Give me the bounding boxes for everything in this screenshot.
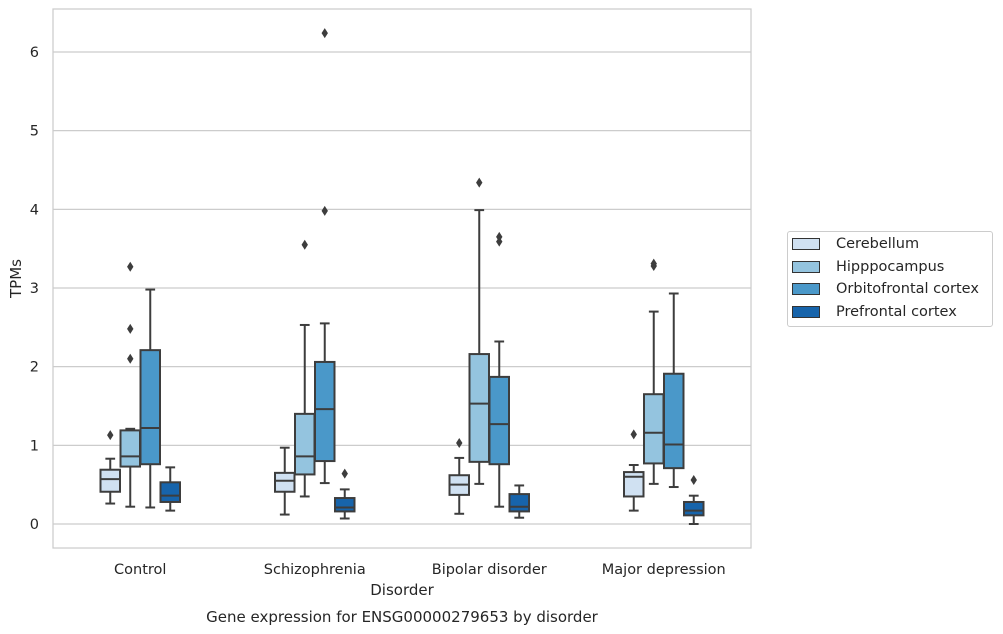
box-group	[314, 28, 336, 485]
outlier-point	[630, 429, 637, 440]
box-group	[683, 474, 705, 525]
outlier-point	[341, 468, 348, 479]
legend-label: Cerebellum	[836, 236, 920, 252]
box-group	[468, 177, 490, 485]
y-tick-labels: 0 1 2 3 4 5 6	[30, 45, 39, 533]
legend-label: Orbitofrontal cortex	[836, 281, 979, 298]
box-iqr	[663, 372, 685, 470]
outlier-point	[496, 231, 503, 242]
box-iqr	[294, 412, 316, 476]
outlier-point	[321, 28, 328, 39]
box-iqr	[99, 468, 121, 493]
legend-item: Hipppocampus	[792, 257, 944, 277]
x-tick-label: Control	[114, 562, 166, 578]
legend-swatch	[792, 260, 820, 273]
box-group	[488, 231, 510, 508]
box-iqr	[314, 360, 336, 463]
legend-item: Orbitofrontal cortex	[792, 279, 979, 299]
legend-swatch	[792, 238, 820, 250]
box-group	[159, 466, 181, 512]
box-iqr	[643, 393, 665, 465]
box-iqr	[468, 353, 490, 463]
x-tick-labels: Control Schizophrenia Bipolar disorder Majo…	[114, 562, 726, 578]
box-group	[663, 292, 685, 489]
legend-item: Prefrontal cortex	[792, 302, 957, 322]
outlier-point	[690, 474, 697, 485]
outlier-point	[127, 353, 134, 364]
box-iqr	[274, 471, 296, 493]
box-iqr	[683, 500, 705, 517]
outlier-point	[321, 205, 328, 216]
x-tick-label: Schizophrenia	[264, 562, 366, 578]
box-iqr	[334, 497, 356, 513]
y-tick-label: 4	[30, 202, 39, 218]
y-tick-label: 0	[30, 517, 39, 533]
outlier-point	[107, 430, 114, 441]
box-iqr	[508, 493, 530, 513]
box-series-layer	[99, 28, 705, 525]
y-tick-label: 2	[30, 360, 39, 376]
y-axis-label: TPMs	[7, 259, 25, 299]
outlier-point	[127, 323, 134, 334]
legend-swatch	[792, 305, 820, 318]
chart-title: Gene expression for ENSG00000279653 by d…	[206, 608, 599, 626]
legend-label: Hipppocampus	[836, 258, 945, 275]
x-axis-label: Disorder	[370, 581, 434, 599]
y-tick-label: 5	[30, 124, 39, 140]
box-group	[119, 261, 141, 508]
box-group	[274, 446, 296, 516]
legend-label: Prefrontal cortex	[836, 303, 957, 320]
box-iqr	[488, 375, 510, 466]
box-iqr	[139, 349, 161, 466]
outlier-point	[476, 177, 483, 188]
box-group	[508, 484, 530, 519]
box-iqr	[623, 471, 645, 498]
legend-swatch	[792, 283, 820, 296]
x-tick-label: Bipolar disorder	[432, 562, 547, 578]
box-group	[99, 430, 121, 505]
outlier-point	[650, 258, 657, 269]
y-tick-label: 6	[30, 45, 39, 61]
gridlines	[53, 51, 751, 525]
y-tick-label: 3	[30, 281, 39, 297]
box-group	[623, 429, 645, 512]
outlier-point	[127, 261, 134, 272]
plot-area-frame	[52, 8, 752, 549]
box-iqr	[159, 481, 181, 503]
legend-item: Cerebellum	[792, 234, 919, 254]
box-group	[643, 258, 665, 485]
box-iqr	[119, 429, 141, 468]
box-group	[448, 437, 470, 515]
outlier-point	[456, 437, 463, 448]
y-tick-label: 1	[30, 438, 39, 454]
box-group	[334, 468, 356, 520]
legend: Cerebellum Hipppocampus Orbitofrontal cort…	[787, 231, 993, 327]
x-tick-label: Major depression	[602, 562, 726, 578]
box-group	[139, 288, 161, 509]
outlier-point	[301, 239, 308, 250]
box-group	[294, 239, 316, 498]
